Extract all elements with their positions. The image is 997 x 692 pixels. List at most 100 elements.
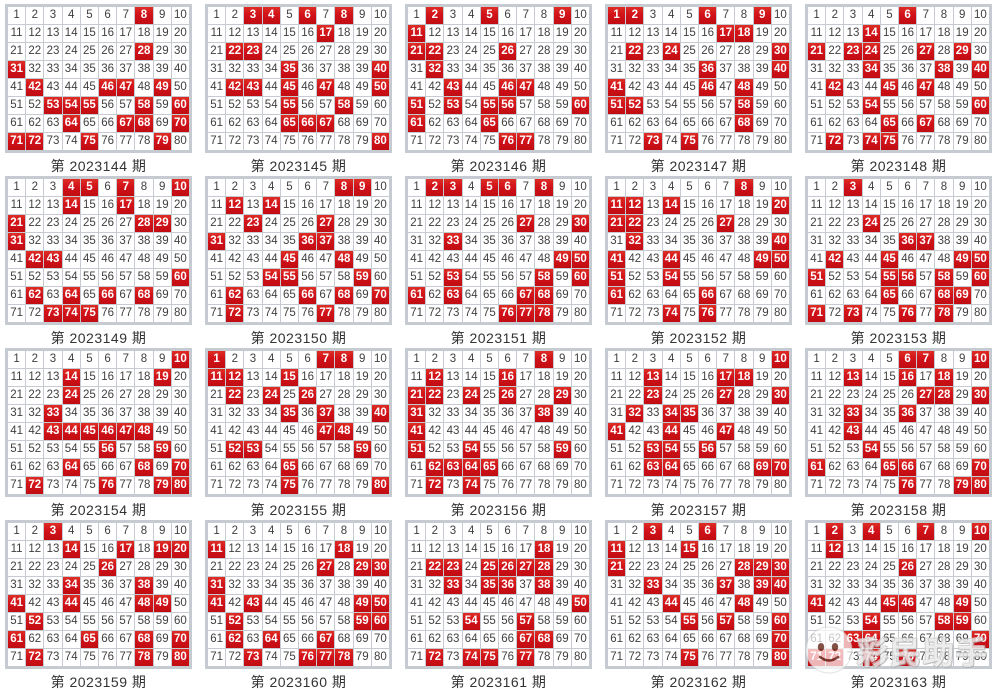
number-cell-hit: 35 (680, 405, 698, 422)
number-cell: 53 (244, 613, 262, 630)
number-cell-hit: 35 (280, 405, 298, 422)
number-cell: 48 (535, 595, 553, 612)
number-cell-hit: 55 (80, 97, 98, 114)
number-cell: 51 (208, 613, 226, 630)
number-cell: 38 (735, 233, 753, 250)
number-cell-hit: 58 (535, 269, 553, 286)
number-cell-hit: 63 (444, 459, 462, 476)
number-cell: 10 (771, 523, 789, 540)
number-cell-hit: 14 (62, 541, 80, 558)
number-cell-hit: 77 (317, 305, 335, 322)
number-cell-hit: 27 (317, 215, 335, 232)
number-cell: 76 (499, 477, 517, 494)
number-cell: 17 (717, 541, 735, 558)
number-cell-hit: 74 (662, 305, 680, 322)
number-cell-hit: 33 (44, 405, 62, 422)
number-cell-hit: 10 (771, 351, 789, 368)
number-cell: 18 (335, 25, 353, 42)
number-cell: 18 (135, 197, 153, 214)
number-cell: 74 (62, 477, 80, 494)
number-cell: 80 (571, 305, 589, 322)
number-cell: 16 (299, 541, 317, 558)
number-cell: 23 (844, 387, 862, 404)
number-cell: 28 (935, 559, 953, 576)
number-cell: 6 (899, 523, 917, 540)
number-cell-hit: 8 (735, 179, 753, 196)
number-cell: 23 (844, 559, 862, 576)
number-cell: 66 (699, 459, 717, 476)
number-cell-hit: 17 (117, 541, 135, 558)
number-cell: 17 (917, 25, 935, 42)
number-cell-hit: 10 (971, 351, 989, 368)
number-cell: 34 (462, 577, 480, 594)
number-cell-hit: 61 (408, 115, 426, 132)
number-grid: 1 2 3 4 5 6 7 8 9 10 11 12 13 14 15 16 17 18 19 20 21 22 23 24 2… (805, 348, 992, 497)
number-cell-hit: 10 (971, 523, 989, 540)
number-cell: 26 (299, 215, 317, 232)
draw-grid-block: 1 2 3 4 5 6 7 8 9 10 11 12 13 14 15 16 17 18 19 20 21 22 23 24 2… (605, 176, 792, 346)
number-cell: 69 (753, 631, 771, 648)
number-cell: 21 (208, 215, 226, 232)
number-cell-hit: 60 (571, 97, 589, 114)
number-cell: 37 (517, 233, 535, 250)
number-cell-hit: 6 (699, 7, 717, 24)
number-cell-hit: 47 (717, 423, 735, 440)
number-cell-hit: 51 (408, 441, 426, 458)
number-cell: 2 (626, 351, 644, 368)
number-cell: 69 (953, 459, 971, 476)
number-cell: 76 (699, 133, 717, 150)
number-cell: 59 (953, 441, 971, 458)
number-cell: 34 (262, 61, 280, 78)
number-cell: 70 (571, 287, 589, 304)
number-cell: 67 (517, 459, 535, 476)
number-cell: 38 (335, 61, 353, 78)
number-grid: 1 2 3 4 5 6 7 8 9 10 11 12 13 14 15 16 17 18 19 20 21 22 23 24 2… (805, 176, 992, 325)
number-cell: 15 (880, 541, 898, 558)
number-cell: 56 (699, 97, 717, 114)
number-cell: 37 (117, 61, 135, 78)
number-cell: 31 (808, 233, 826, 250)
number-cell: 50 (771, 423, 789, 440)
number-cell-hit: 41 (808, 595, 826, 612)
number-cell: 64 (262, 115, 280, 132)
number-cell: 12 (426, 197, 444, 214)
number-cell-hit: 23 (244, 43, 262, 60)
number-cell: 30 (171, 43, 189, 60)
number-cell-hit: 74 (462, 477, 480, 494)
number-cell: 48 (735, 423, 753, 440)
number-cell-hit: 45 (880, 595, 898, 612)
number-cell: 67 (317, 287, 335, 304)
number-cell: 2 (226, 179, 244, 196)
number-cell: 58 (735, 269, 753, 286)
number-cell: 78 (535, 477, 553, 494)
number-cell: 11 (8, 197, 26, 214)
number-cell-hit: 71 (808, 305, 826, 322)
number-cell: 51 (8, 441, 26, 458)
number-cell: 10 (171, 523, 189, 540)
number-cell: 14 (662, 369, 680, 386)
number-cell: 58 (135, 441, 153, 458)
number-cell: 61 (608, 115, 626, 132)
number-cell: 15 (80, 541, 98, 558)
period-caption: 第 2023146 期 (450, 158, 547, 174)
number-cell-hit: 31 (408, 405, 426, 422)
number-cell: 6 (99, 523, 117, 540)
number-cell: 57 (917, 441, 935, 458)
number-cell-hit: 48 (135, 423, 153, 440)
number-cell: 9 (953, 7, 971, 24)
number-cell: 13 (44, 197, 62, 214)
number-cell: 52 (426, 97, 444, 114)
number-cell: 28 (535, 215, 553, 232)
number-cell: 58 (135, 269, 153, 286)
number-cell-hit: 77 (517, 133, 535, 150)
number-cell: 39 (953, 233, 971, 250)
number-cell: 19 (753, 197, 771, 214)
number-cell: 50 (571, 79, 589, 96)
number-cell: 71 (208, 133, 226, 150)
number-cell: 4 (662, 351, 680, 368)
number-cell: 12 (826, 197, 844, 214)
number-cell: 15 (80, 25, 98, 42)
number-cell: 10 (971, 179, 989, 196)
number-cell: 51 (808, 97, 826, 114)
number-cell: 55 (480, 613, 498, 630)
